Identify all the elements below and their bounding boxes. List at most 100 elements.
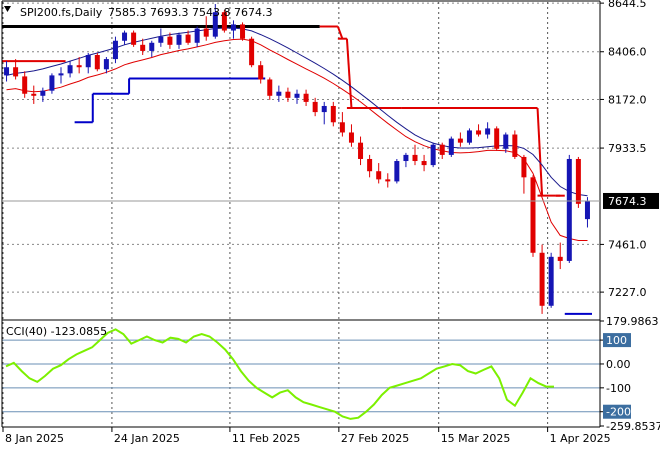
cci-tick-label: 100 <box>606 334 627 347</box>
candle-body <box>330 105 336 123</box>
candle-body <box>258 65 264 80</box>
candle-body <box>348 132 354 143</box>
candle-body <box>158 36 164 43</box>
collapse-triangle-icon[interactable] <box>4 6 11 12</box>
time-tick-label: 15 Mar 2025 <box>441 432 511 445</box>
candle-body <box>403 154 409 162</box>
candle-body <box>494 128 500 149</box>
cci-tick-label: -259.8537 <box>606 420 660 433</box>
cci-tick-label: -100 <box>606 382 631 395</box>
ohlc-values: 7585.3 7693.3 7543.8 7674.3 <box>108 6 272 19</box>
candle-body <box>76 65 82 68</box>
candle-body <box>448 138 454 155</box>
price-tick-label: 8406.0 <box>608 46 647 59</box>
candle-body <box>194 28 200 43</box>
candle-body <box>557 256 563 261</box>
cci-level-badge <box>603 333 631 348</box>
grid <box>2 2 600 426</box>
candle-body <box>240 24 246 39</box>
cci-tick-label: 179.9863 <box>606 315 659 328</box>
time-tick-label: 8 Jan 2025 <box>5 432 64 445</box>
slow-moving-average-line <box>6 27 588 197</box>
channel-lines <box>2 24 592 315</box>
price-tick-label: 7933.5 <box>608 142 647 155</box>
candle-body <box>4 67 10 76</box>
candle-body <box>185 34 191 43</box>
time-tick-label: 24 Jan 2025 <box>114 432 180 445</box>
candle-body <box>430 144 436 166</box>
candle-body <box>457 138 463 143</box>
current-price-label: 7674.3 <box>608 195 647 208</box>
candle-body <box>267 79 273 96</box>
symbol-label: SPI200.fs,Daily <box>20 6 103 19</box>
candle-body <box>512 134 518 157</box>
price-tick-label: 8644.5 <box>608 0 647 10</box>
candle-body <box>485 128 491 135</box>
channel-upper-step <box>345 38 353 109</box>
candle-body <box>503 134 509 149</box>
candle-body <box>140 44 146 51</box>
candle-body <box>149 42 155 51</box>
candle-body <box>40 90 46 96</box>
candle-body <box>575 158 581 204</box>
candle-body <box>276 91 282 96</box>
candle-body <box>539 252 545 306</box>
cci-line <box>5 328 554 420</box>
price-tick-label: 7227.0 <box>608 286 647 299</box>
candle-body <box>67 65 73 74</box>
candle-body <box>521 156 527 178</box>
candle-body <box>358 142 364 159</box>
candle-body <box>339 122 345 133</box>
candle-body <box>421 161 427 166</box>
moving-averages <box>6 27 588 241</box>
candle-body <box>376 171 382 180</box>
candle-body <box>167 36 173 45</box>
candle-body <box>548 256 554 306</box>
candle-body <box>303 93 309 102</box>
candles <box>4 4 590 314</box>
cci-indicator: 179.9863 100 0.00 -100 -200-259.8537 <box>2 315 660 433</box>
candle-body <box>394 161 400 182</box>
price-tick-label: 8172.0 <box>608 93 647 106</box>
channel-upper-step <box>336 26 344 40</box>
candle-body <box>103 59 109 70</box>
candle-body <box>285 91 291 98</box>
candle-body <box>31 93 37 96</box>
candle-body <box>230 24 236 31</box>
candle-body <box>85 55 91 68</box>
candle-body <box>131 32 137 45</box>
candle-body <box>312 101 318 113</box>
candle-body <box>94 55 100 70</box>
cci-tick-label: -200 <box>606 406 631 419</box>
candle-body <box>221 12 227 31</box>
candle-body <box>367 158 373 172</box>
time-tick-label: 11 Feb 2025 <box>232 432 300 445</box>
indicator-label: CCI(40) -123.0855 <box>6 325 107 338</box>
candle-body <box>385 179 391 182</box>
candle-body <box>58 73 64 76</box>
candle-body <box>466 130 472 143</box>
candle-body <box>439 144 445 155</box>
candle-body <box>249 38 255 66</box>
channel-upper-step <box>536 107 544 196</box>
candle-body <box>112 40 118 60</box>
candle-body <box>176 34 182 45</box>
time-tick-label: 27 Feb 2025 <box>341 432 409 445</box>
candle-body <box>13 67 19 77</box>
candle-body <box>476 130 482 135</box>
current-price-marker <box>603 192 659 209</box>
candle-body <box>203 28 209 37</box>
price-tick-label: 7461.0 <box>608 238 647 251</box>
candle-body <box>584 200 590 220</box>
candle-body <box>566 158 572 261</box>
candle-body <box>294 93 300 98</box>
candle-body <box>122 32 128 41</box>
cci-tick-label: 0.00 <box>606 358 631 371</box>
candle-body <box>212 12 218 37</box>
candle-body <box>530 177 536 253</box>
time-tick-label: 1 Apr 2025 <box>550 432 611 445</box>
fast-moving-average-line <box>6 38 588 241</box>
candle-body <box>22 76 28 94</box>
